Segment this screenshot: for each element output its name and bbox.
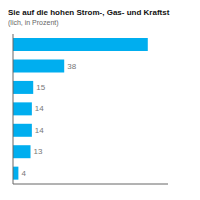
svg-text:15: 15 [36, 83, 45, 92]
svg-text:4: 4 [21, 169, 26, 178]
svg-text:13: 13 [34, 147, 43, 156]
html-text:Sie auf die hohen Strom-, Gas-: Sie auf die hohen Strom-, Gas- und Kraft… [8, 8, 170, 17]
svg-text:38: 38 [67, 62, 76, 71]
svg-text:14: 14 [35, 104, 44, 113]
html-text:(lich, in Prozent): (lich, in Prozent) [8, 19, 59, 26]
svg-text:14: 14 [35, 126, 44, 135]
